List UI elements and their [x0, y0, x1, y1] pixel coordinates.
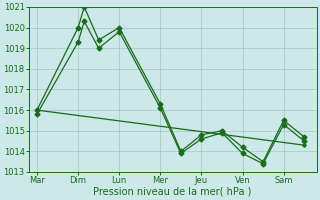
X-axis label: Pression niveau de la mer( hPa ): Pression niveau de la mer( hPa )	[93, 187, 252, 197]
